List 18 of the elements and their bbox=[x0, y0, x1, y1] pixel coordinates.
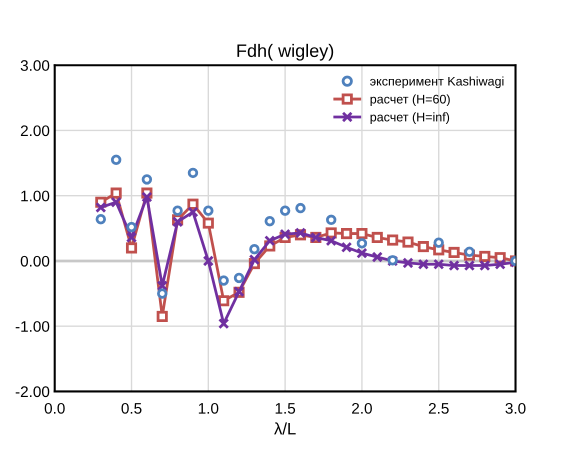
x-axis-title: λ/L bbox=[274, 422, 296, 435]
chart-title: Fdh( wigley) bbox=[237, 44, 334, 61]
legend-label: расчет (H=60) bbox=[370, 94, 450, 106]
legend-label: эксперимент Kashiwagi bbox=[370, 76, 504, 88]
x-tick-label: 2.5 bbox=[428, 402, 449, 414]
y-tick-label: -1.00 bbox=[16, 321, 50, 332]
y-tick-label: -2.00 bbox=[16, 386, 50, 398]
x-tick-label: 2.0 bbox=[352, 402, 372, 414]
x-tick-label: 1.5 bbox=[276, 403, 296, 414]
y-tick-label: 3.00 bbox=[20, 60, 50, 71]
x-tick-label: 0.5 bbox=[122, 402, 142, 414]
legend-label: расчет (H=inf) bbox=[370, 112, 450, 124]
x-tick-label: 1.0 bbox=[198, 402, 218, 414]
y-tick-label: 1.00 bbox=[21, 190, 50, 202]
x-tick-label: 0.0 bbox=[44, 402, 65, 414]
y-tick-label: 2.00 bbox=[20, 125, 50, 136]
y-tick-label: 0.00 bbox=[20, 256, 50, 267]
x-tick-label: 3.0 bbox=[505, 402, 526, 414]
